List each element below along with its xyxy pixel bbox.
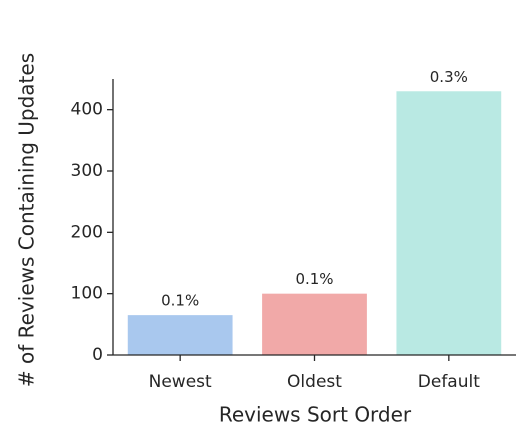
bar-annotation: 0.1% bbox=[295, 270, 333, 288]
x-tick-label: Default bbox=[418, 372, 480, 392]
bar bbox=[262, 293, 367, 355]
y-tick-label: 0 bbox=[92, 345, 103, 365]
x-tick-label: Newest bbox=[149, 372, 212, 392]
bar-annotation: 0.3% bbox=[430, 68, 468, 86]
x-tick-label: Oldest bbox=[287, 372, 342, 392]
bar bbox=[127, 315, 233, 355]
y-axis-label: # of Reviews Containing Updates bbox=[15, 53, 39, 387]
y-tick-label: 200 bbox=[71, 222, 103, 242]
x-axis-label: Reviews Sort Order bbox=[219, 403, 412, 427]
bar bbox=[396, 91, 502, 356]
y-tick-label: 400 bbox=[71, 100, 103, 120]
bar-annotation: 0.1% bbox=[161, 292, 199, 310]
y-tick-label: 300 bbox=[71, 161, 103, 181]
y-tick-label: 100 bbox=[71, 284, 103, 304]
